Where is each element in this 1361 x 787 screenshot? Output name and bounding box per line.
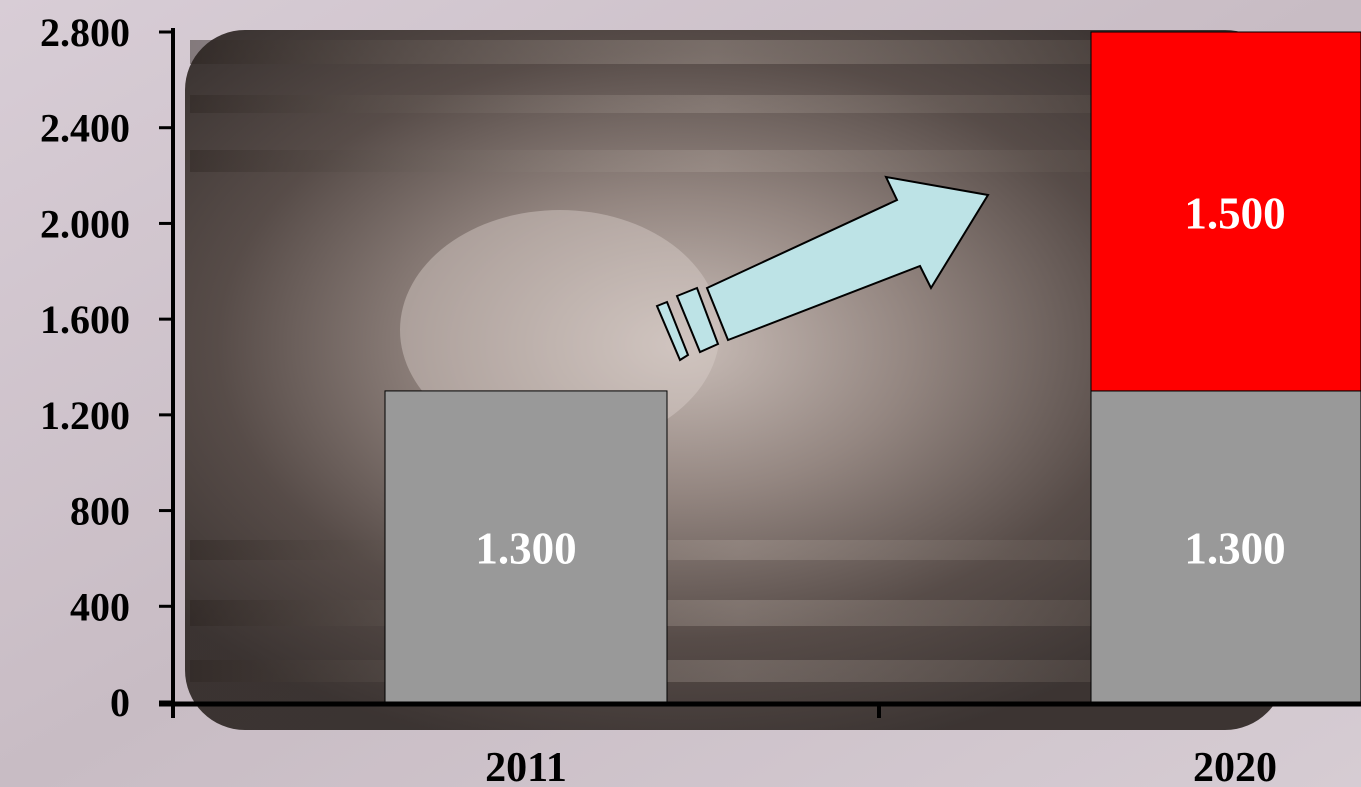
plot-area: 1.300 1.300 1.500 0 400 800 1.200 1.600 2.000 2.4… xyxy=(40,10,1361,787)
growth-arrow-icon xyxy=(655,175,990,362)
y-tick-label-0: 0 xyxy=(110,680,130,725)
bar-2020-segment-0 xyxy=(1090,390,1361,703)
y-tick-label-3: 1.200 xyxy=(40,393,130,438)
y-tick-label-4: 1.600 xyxy=(40,297,130,342)
bar-2011-segment-0 xyxy=(384,390,668,703)
x-tick-label-2011: 2011 xyxy=(485,745,567,787)
data-label-2020-segment-0: 1.300 xyxy=(1184,523,1285,573)
y-tick-label-6: 2.400 xyxy=(40,106,130,151)
y-tick-label-1: 400 xyxy=(70,584,130,629)
y-tick-label-2: 800 xyxy=(70,489,130,534)
x-tick-label-2020: 2020 xyxy=(1193,745,1277,787)
y-tick-label-5: 2.000 xyxy=(40,201,130,246)
data-label-2020-segment-1: 1.500 xyxy=(1184,188,1285,238)
data-label-2011-segment-0: 1.300 xyxy=(475,523,576,573)
y-tick-label-7: 2.800 xyxy=(40,10,130,55)
bar-2020-segment-1 xyxy=(1090,31,1361,392)
